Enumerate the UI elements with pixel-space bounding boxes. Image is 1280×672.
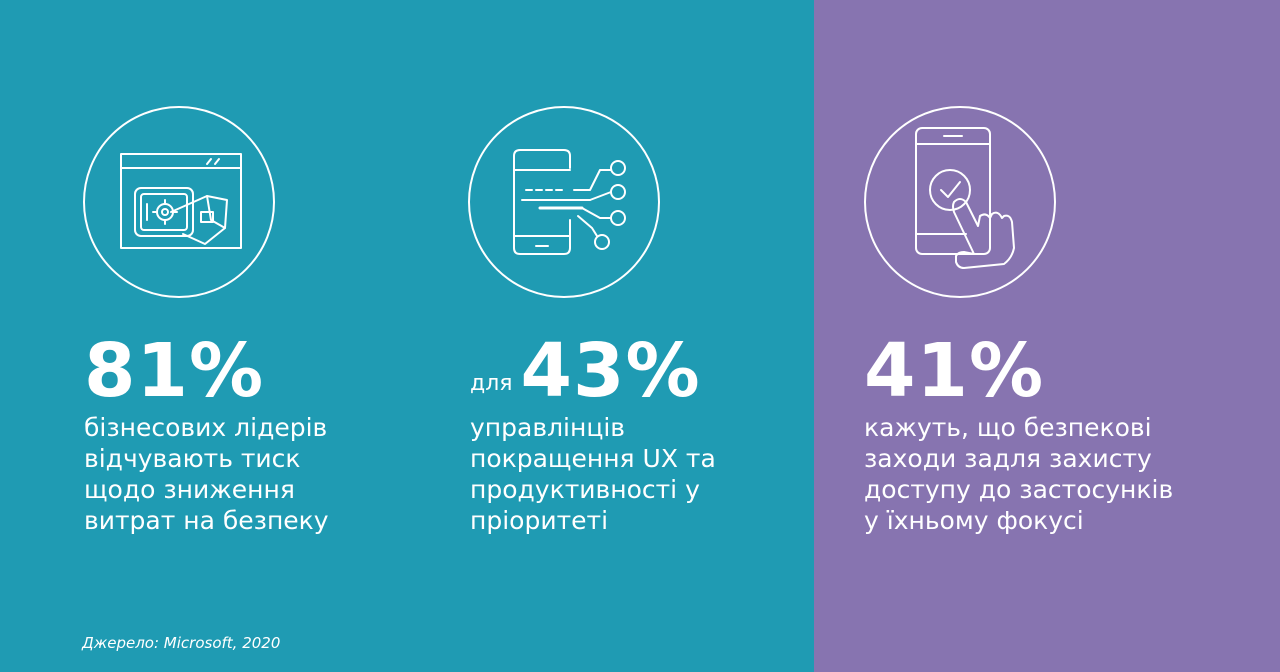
stat-prefix: для	[470, 371, 513, 396]
description-line: у їхньому фокусі	[864, 506, 1084, 535]
mobile-circuit-icon	[468, 106, 660, 298]
description-line: управлінців	[470, 413, 626, 442]
description-line: відчувають тиск	[84, 444, 301, 473]
description-line: бізнесових лідерів	[84, 413, 328, 442]
stat-value-41: 41%	[864, 328, 1045, 414]
teal-background	[0, 0, 814, 672]
description-line: покращення UX та	[470, 444, 716, 473]
stat-number-43: 43%	[520, 328, 701, 414]
safe-wallet-icon	[83, 106, 275, 298]
phone-touch-check-icon	[864, 106, 1056, 298]
description-line: кажуть, що безпекові	[864, 413, 1152, 442]
description-line: продуктивності у	[470, 475, 700, 504]
stat-description-81: бізнесових лідерів відчувають тиск щодо …	[84, 412, 329, 536]
purple-background	[814, 0, 1280, 672]
stat-value-81: 81%	[84, 328, 265, 414]
description-line: щодо зниження	[84, 475, 295, 504]
description-line: витрат на безпеку	[84, 506, 329, 535]
stat-description-41: кажуть, що безпекові заходи задля захист…	[864, 412, 1173, 536]
stat-value-43: для 43%	[470, 334, 701, 421]
source-note: Джерело: Microsoft, 2020	[82, 634, 281, 652]
stat-description-43: управлінців покращення UX та продуктивно…	[470, 412, 716, 536]
description-line: пріоритеті	[470, 506, 609, 535]
description-line: доступу до застосунків	[864, 475, 1174, 504]
description-line: заходи задля захисту	[864, 444, 1152, 473]
